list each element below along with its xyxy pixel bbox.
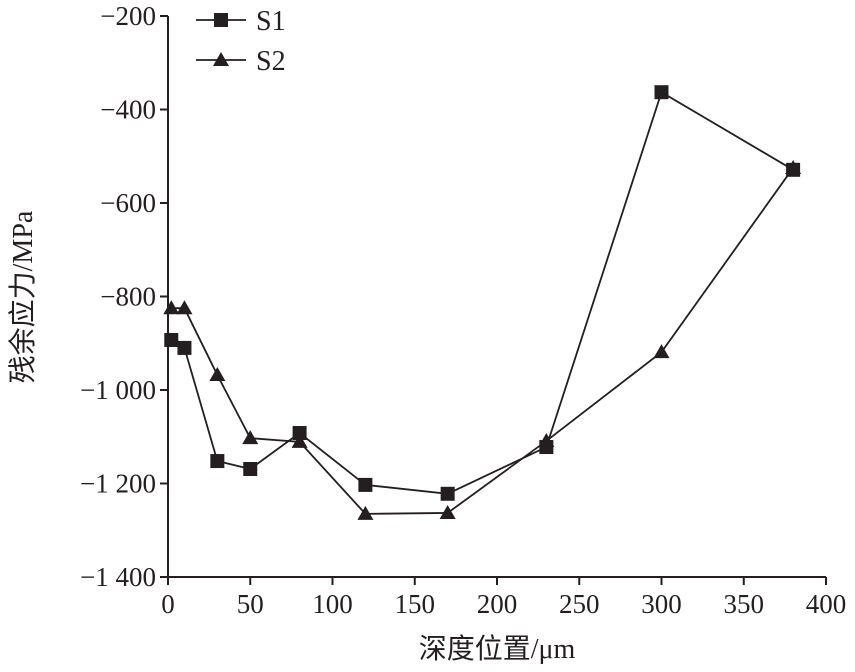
legend-label: S1 [256, 6, 286, 37]
x-tick-label: 0 [161, 589, 175, 619]
y-tick-label: −1 000 [80, 375, 156, 405]
data-point [440, 486, 455, 501]
series-s1 [164, 85, 801, 501]
data-point [538, 432, 555, 447]
x-tick-label: 300 [641, 589, 682, 619]
legend-item-s1: S1 [196, 6, 286, 37]
data-point [177, 340, 192, 355]
x-tick-label: 100 [312, 589, 353, 619]
data-point [785, 159, 802, 174]
data-point [163, 300, 180, 315]
data-point [357, 505, 374, 520]
data-point [243, 462, 258, 477]
y-tick-label: −1 400 [80, 562, 156, 592]
x-tick-label: 150 [395, 589, 436, 619]
x-tick-label: 250 [559, 589, 600, 619]
y-axis-label: 残余应力/MPa [7, 210, 39, 383]
series-layer [163, 85, 802, 520]
series-line [171, 167, 794, 515]
data-point [164, 332, 179, 347]
y-tick-label: −600 [100, 188, 156, 218]
data-point [291, 433, 308, 448]
x-tick-label: 350 [724, 589, 765, 619]
series-line [170, 90, 794, 495]
data-point [210, 454, 225, 469]
x-tick-label: 200 [477, 589, 518, 619]
legend-item-s2: S2 [196, 46, 286, 77]
legend-marker [213, 52, 229, 66]
x-tick-label: 400 [806, 589, 847, 619]
legend-label: S2 [256, 46, 286, 77]
x-tick-label: 50 [237, 589, 264, 619]
data-point [654, 85, 669, 100]
y-tick-label: −1 200 [80, 469, 156, 499]
data-point [292, 426, 307, 441]
x-axis-label: 深度位置/μm [419, 633, 576, 665]
data-point [209, 367, 226, 382]
data-point [358, 477, 373, 492]
y-tick-label: −200 [100, 1, 156, 31]
data-point [242, 430, 259, 445]
y-tick-label: −800 [100, 282, 156, 312]
series-s2 [163, 159, 802, 520]
data-point [653, 344, 670, 359]
data-point [176, 300, 193, 315]
data-point [439, 504, 456, 519]
y-tick-label: −400 [100, 95, 156, 125]
legend-marker [214, 13, 228, 27]
